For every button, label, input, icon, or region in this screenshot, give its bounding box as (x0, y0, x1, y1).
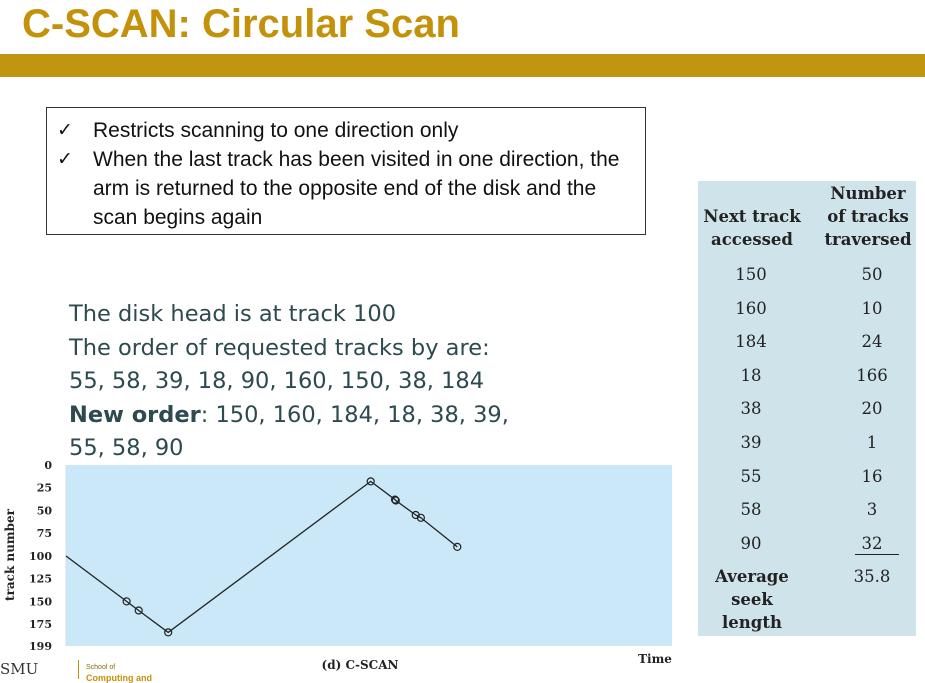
table-cell-track: 38 (740, 399, 762, 419)
table-cell-track: 18 (740, 365, 762, 385)
data-point-marker (390, 495, 400, 504)
y-axis-label: track number (3, 508, 17, 601)
data-point-marker (134, 606, 143, 615)
seek-table: Next track accessed Number of tracks tra… (698, 181, 916, 636)
y-tick-label: 50 (37, 504, 53, 517)
table-cell-track: 150 (735, 265, 767, 284)
y-tick-label: 175 (29, 618, 52, 631)
slide-title: C-SCAN: Circular Scan (22, 2, 460, 46)
table-cell-track: 160 (735, 298, 767, 318)
table-cell-track: 58 (740, 500, 762, 520)
chart-caption: (d) C-SCAN (322, 658, 399, 672)
problem-description: The disk head is at track 100 The order … (69, 298, 509, 466)
checkmark-icon: ✓ (57, 148, 73, 170)
new-order-label: New order (69, 401, 201, 428)
table-cell-track: 90 (740, 533, 762, 553)
table-cell-traversed: 16 (861, 466, 883, 486)
new-order-continued: 55, 58, 90 (69, 435, 184, 461)
chart-svg: 0 25 50 75 100 125 150 175 199 track number Time (d… (3, 459, 672, 672)
table-cell-track: 184 (735, 332, 767, 352)
bullet-text: Restricts scanning to one direction only (93, 119, 459, 142)
y-tick-label: 75 (37, 527, 52, 540)
cscan-path-line (65, 480, 458, 634)
chart-plot-area (66, 465, 672, 646)
summary-line: seek (731, 590, 773, 609)
head-position-text: The disk head is at track 100 (69, 301, 397, 327)
data-point-marker (391, 496, 400, 505)
table-cell-traversed: 20 (861, 399, 883, 419)
header-line: Number (830, 184, 906, 203)
data-point-marker (453, 542, 462, 552)
table-cell-traversed: 50 (861, 265, 883, 284)
table-cell-traversed: 24 (861, 332, 883, 352)
y-tick-label: 125 (29, 573, 52, 586)
title-underline-bar (0, 54, 925, 77)
y-tick-label: 25 (37, 482, 52, 495)
y-tick-label: 150 (29, 595, 52, 608)
column-header-tracks-traversed: Number of tracks traversed (822, 182, 914, 251)
bullet-text: When the last track has been visited in … (93, 148, 620, 229)
y-tick-label: 199 (29, 640, 52, 653)
data-point-marker (122, 597, 131, 606)
data-point-marker (416, 513, 425, 522)
data-point-marker (366, 477, 375, 486)
table-cell-traversed: 3 (866, 500, 878, 520)
footer-divider (78, 660, 79, 679)
school-line-1: School of (86, 664, 116, 671)
sum-divider (855, 554, 899, 555)
header-line: of tracks (827, 207, 909, 226)
requests-list: 55, 58, 39, 18, 90, 160, 150, 38, 184 (69, 368, 485, 394)
x-axis-label: Time (638, 652, 672, 666)
checkmark-icon: ✓ (57, 119, 73, 141)
table-cell-track: 55 (740, 466, 762, 486)
new-order-line: New order: 150, 160, 184, 18, 38, 39, (69, 399, 509, 433)
header-line: Next track (703, 207, 801, 226)
bullet-box: ✓ Restricts scanning to one direction on… (46, 107, 646, 235)
y-tick-label: 0 (44, 459, 52, 472)
smu-logo: SMU (0, 660, 39, 678)
header-line: traversed (824, 230, 912, 249)
requests-label: The order of requested tracks by are: (69, 334, 490, 361)
header-line: accessed (711, 230, 793, 249)
table-cell-track: 39 (740, 433, 762, 452)
table-cell-traversed: 166 (856, 365, 888, 385)
average-seek-label: Average seek length (702, 565, 802, 634)
summary-line: Average (715, 567, 789, 586)
cscan-chart: 0 25 50 75 100 125 150 175 199 track number Time (d… (0, 455, 680, 679)
data-point-marker (164, 628, 173, 637)
new-order-values: : 150, 160, 184, 18, 38, 39, (200, 401, 509, 428)
school-line-2: Computing and (86, 673, 152, 683)
average-seek-value: 35.8 (853, 567, 891, 586)
y-tick-label: 100 (29, 550, 52, 563)
column-header-next-track: Next track accessed (702, 205, 802, 251)
table-cell-traversed: 1 (866, 433, 878, 452)
table-cell-traversed: 32 (861, 533, 883, 553)
summary-line: length (722, 613, 782, 632)
table-cell-traversed: 10 (861, 298, 883, 318)
